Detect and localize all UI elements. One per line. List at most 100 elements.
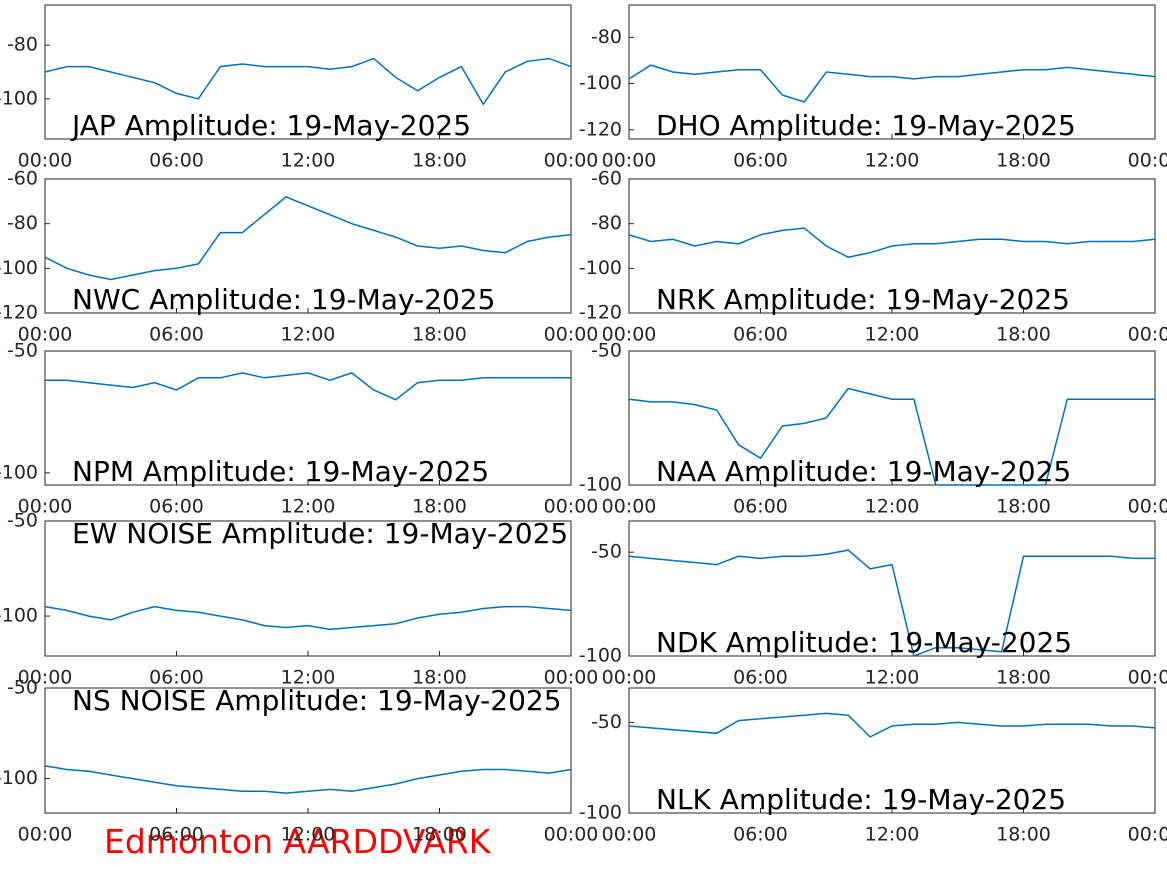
x-tick-label: 06:00 [149,324,204,346]
x-tick-label: 18:00 [412,496,467,518]
x-tick-label: 12:00 [281,667,336,689]
y-tick-label: -100 [0,767,38,789]
x-tick-label: 06:00 [149,824,204,846]
panel: -120 -100 -80 -60 00:00 06:00 12:00 18:00 00:00 N… [0,168,598,346]
x-tick-label: 18:00 [996,667,1051,689]
y-tick-label: -50 [7,677,38,699]
y-tick-label: -50 [7,340,38,362]
x-tick-label: 12:00 [865,824,920,846]
x-tick-label: 06:00 [733,150,788,172]
data-line [44,196,572,281]
x-tick-label: 18:00 [412,150,467,172]
y-tick-label: -120 [579,118,622,140]
y-tick-label: -100 [579,257,622,279]
x-tick-label: 00:00 [544,667,599,689]
axes-box [628,520,1156,657]
data-line [628,64,1156,103]
x-tick-label: 00:00 [1128,496,1167,518]
y-tick-label: -50 [7,510,38,532]
y-tick-label: -100 [0,257,38,279]
y-tick-label: -100 [579,645,622,667]
x-tick-label: 18:00 [996,824,1051,846]
x-tick-label: 00:00 [544,150,599,172]
x-tick-label: 18:00 [412,824,467,846]
panel-title: NDK Amplitude: 19-May-2025 [656,626,1072,659]
panel: -100 -50 00:00 06:00 12:00 18:00 00:00 NAA Ampl… [579,340,1167,518]
panel: -100 -50 00:00 06:00 12:00 18:00 00:00 NDK Ampl… [579,520,1167,689]
y-tick-label: -80 [591,26,622,48]
x-tick-label: 00:00 [602,667,657,689]
x-tick-label: 12:00 [865,324,920,346]
x-tick-label: 18:00 [412,324,467,346]
axes-box [44,687,572,814]
panel: -100 -50 00:00 06:00 12:00 18:00 00:00 NS NOISE… [0,677,598,846]
y-tick-label: -100 [0,605,38,627]
x-tick-label: 06:00 [733,667,788,689]
x-tick-label: 12:00 [865,496,920,518]
x-tick-label: 12:00 [865,667,920,689]
data-line [45,372,571,401]
y-tick-label: -100 [0,461,38,483]
x-tick-label: 00:00 [602,496,657,518]
panel: -100 -50 00:00 06:00 12:00 18:00 00:00 NLK Ampl… [579,687,1167,846]
y-tick-label: -80 [591,212,622,234]
panel-title: NS NOISE Amplitude: 19-May-2025 [72,684,562,717]
panel-title: JAP Amplitude: 19-May-2025 [70,109,471,142]
x-tick-label: 00:00 [1128,150,1167,172]
x-tick-label: 00:00 [602,824,657,846]
x-tick-label: 00:00 [544,324,599,346]
x-tick-label: 12:00 [281,150,336,172]
panel-title: NAA Amplitude: 19-May-2025 [656,455,1071,488]
x-tick-label: 06:00 [149,150,204,172]
x-tick-label: 00:00 [18,667,73,689]
axes-box [44,4,572,140]
x-tick-label: 06:00 [733,824,788,846]
panel: -100 -50 00:00 06:00 12:00 18:00 00:00 NPM Ampl… [0,340,598,518]
panel: -100 -80 00:00 06:00 12:00 18:00 00:00 JAP Ampl… [0,4,599,172]
x-tick-label: 00:00 [18,824,73,846]
x-tick-label: 12:00 [281,324,336,346]
data-line [44,57,572,106]
panel-title: NWC Amplitude: 19-May-2025 [72,283,495,316]
panel-title: NLK Amplitude: 19-May-2025 [656,783,1066,816]
x-tick-label: 00:00 [1128,667,1167,689]
x-tick-label: 18:00 [996,324,1051,346]
y-tick-label: -100 [579,802,622,824]
y-tick-label: -60 [7,168,38,190]
data-line [628,387,1155,486]
panel-title: NPM Amplitude: 19-May-2025 [72,455,489,488]
x-tick-label: 18:00 [412,667,467,689]
y-tick-label: -100 [579,72,622,94]
panel: -100 -50 00:00 06:00 12:00 18:00 00:00 EW NOISE… [0,510,598,689]
panel: -120 -100 -80 -60 00:00 06:00 12:00 18:00 00:00 N… [579,168,1167,346]
panel-title: EW NOISE Amplitude: 19-May-2025 [72,517,568,550]
x-tick-label: 00:00 [1128,824,1167,846]
y-tick-label: -80 [7,212,38,234]
y-tick-label: -50 [591,541,622,563]
footer: Edmonton AARDDVARK [104,822,492,861]
y-tick-label: -80 [7,34,38,56]
x-tick-label: 00:00 [18,324,73,346]
panel-title: NRK Amplitude: 19-May-2025 [656,283,1070,316]
x-tick-label: 12:00 [865,150,920,172]
x-tick-label: 12:00 [281,496,336,518]
x-tick-label: 18:00 [996,496,1051,518]
x-tick-label: 00:00 [18,496,73,518]
x-tick-label: 00:00 [544,496,599,518]
x-tick-label: 06:00 [733,324,788,346]
data-line [628,712,1156,738]
y-tick-label: -50 [591,711,622,733]
panel-title: DHO Amplitude: 19-May-2025 [656,109,1076,142]
axes-box [628,687,1156,814]
x-tick-label: 18:00 [996,150,1051,172]
x-tick-label: 00:00 [602,324,657,346]
x-tick-label: 00:00 [544,824,599,846]
data-line [628,227,1156,258]
x-tick-label: 00:00 [602,150,657,172]
data-line [44,605,572,631]
x-tick-label: 00:00 [18,150,73,172]
y-tick-label: -60 [591,168,622,190]
axes-box [44,520,572,657]
y-tick-label: -120 [579,302,622,324]
